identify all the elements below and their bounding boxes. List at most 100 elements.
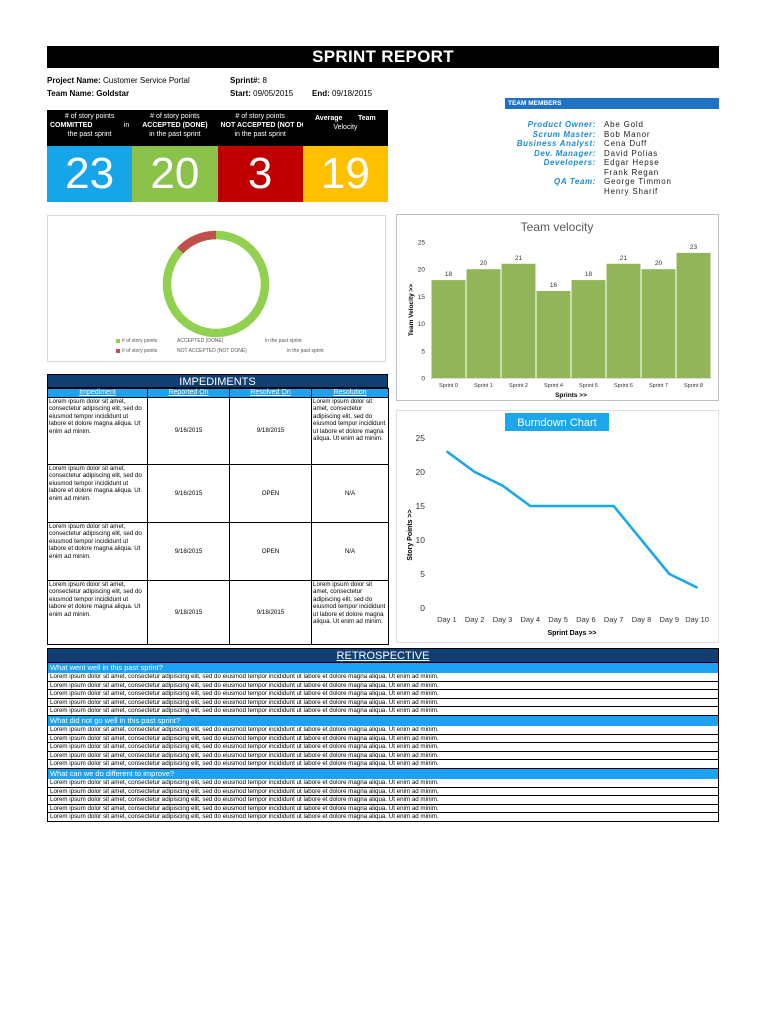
stat-caption: Average Team Velocity <box>302 110 388 146</box>
velocity-x-tick: Sprint 7 <box>649 383 668 389</box>
impediment-resolved-on: 9/18/2015 <box>229 580 312 645</box>
team-member-role <box>440 187 604 197</box>
team-member-role <box>440 168 604 178</box>
stat-caption-line: # of story points <box>150 113 200 120</box>
impediment-resolution: N/A <box>311 522 389 581</box>
burndown-point <box>640 539 643 541</box>
impediment-row: Lorem ipsum dolor sit amet, consectetur … <box>47 397 389 465</box>
burndown-x-tick: Day 3 <box>493 615 513 624</box>
burndown-x-tick: Day 2 <box>465 615 485 624</box>
burndown-x-tick: Day 9 <box>660 615 680 624</box>
project-name-value: Customer Service Portal <box>103 76 190 85</box>
burndown-y-tick: 25 <box>416 433 426 443</box>
velocity-bar <box>501 263 536 378</box>
velocity-x-tick: Sprint 0 <box>439 383 458 389</box>
stat-caption-line: the past sprint <box>67 131 112 138</box>
team-member-name: Abe Gold <box>604 120 644 129</box>
stat-value: 20 <box>132 146 218 202</box>
legend-text: # of story points <box>122 348 158 354</box>
sprint-start-value: 09/05/2015 <box>253 89 294 98</box>
team-member-row: Dev. Manager: David Polias <box>440 149 720 159</box>
burndown-x-tick: Day 4 <box>521 615 541 624</box>
team-member-name: George Timmon <box>604 177 672 186</box>
burndown-title-box <box>505 413 609 431</box>
velocity-data-label: 18 <box>585 271 593 278</box>
team-member-name: Frank Regan <box>604 167 660 177</box>
velocity-y-tick: 0 <box>421 376 425 383</box>
team-members-header: TEAM MEMBERS <box>505 98 719 109</box>
team-member-role: Product Owner: <box>527 120 596 129</box>
burndown-x-tick: Day 10 <box>685 615 709 624</box>
sprint-end: End: 09/18/2015 <box>312 89 372 98</box>
stat-caption-bold: COMMITTED in <box>50 121 129 130</box>
impediments-table: Impediment Reported On Resolved On Resoluti… <box>47 388 389 645</box>
velocity-y-tick: 25 <box>418 240 426 247</box>
impediments-column-header: Impediment <box>47 388 148 398</box>
retrospective-answer-line: Lorem ipsum dolor sit amet, consectetur … <box>47 698 719 708</box>
legend-text: # of story points <box>122 338 158 344</box>
impediments-column-header: Resolved On <box>229 388 312 398</box>
burndown-chart: Burndown Chart 0 5 10 15 20 25 Day 1 Day 2 Day 3 D… <box>407 413 709 637</box>
retrospective-answer-line: Lorem ipsum dolor sit amet, consectetur … <box>47 813 719 822</box>
team-member-row: Product Owner: Abe Gold <box>440 120 720 130</box>
retrospective-question: What can we do different to improve? <box>47 768 719 779</box>
story-points-donut-panel: # of story points ACCEPTED (DONE) in the p… <box>47 215 386 362</box>
stat-caption-bold: Average Team <box>306 114 385 123</box>
retrospective-answer-line: Lorem ipsum dolor sit amet, consectetur … <box>47 751 719 761</box>
sprint-number-label: Sprint#: <box>230 76 261 85</box>
team-members-list: Product Owner: Abe Gold Scrum Master: Bob M… <box>440 120 720 196</box>
team-member-name: Cena Duff <box>604 139 648 148</box>
velocity-bar <box>676 252 711 378</box>
team-member-role: QA Team: <box>554 177 596 186</box>
burndown-x-label: Sprint Days >> <box>547 630 596 637</box>
impediment-resolved-on: OPEN <box>229 522 312 581</box>
retrospective-answer-line: Lorem ipsum dolor sit amet, consectetur … <box>47 743 719 752</box>
velocity-x-label: Sprints >> <box>555 392 587 399</box>
legend-text: in the past sprint <box>265 338 302 344</box>
impediment-resolution: Lorem ipsum dolor sit amet, consectetur … <box>311 397 389 465</box>
team-member-name: Edgar Hepse <box>604 158 660 167</box>
donut-not-accepted-slice <box>177 230 217 254</box>
impediment-reported-on: 9/18/2015 <box>147 580 230 645</box>
velocity-data-label: 20 <box>655 260 663 267</box>
burndown-x-tick: Day 8 <box>632 615 652 624</box>
team-member-name: Bob Manor <box>604 129 651 139</box>
stat-caption-keyword: COMMITTED <box>50 122 93 129</box>
burndown-point <box>529 505 532 507</box>
team-member-row: Scrum Master: Bob Manor <box>440 130 720 140</box>
stat-value: 3 <box>217 146 303 202</box>
burndown-panel: Burndown Chart 0 5 10 15 20 25 Day 1 Day 2 Day 3 D… <box>396 410 719 643</box>
impediment-reported-on: 9/16/2015 <box>147 464 230 523</box>
impediment-row: Lorem ipsum dolor sit amet, consectetur … <box>47 464 389 523</box>
velocity-y-tick: 10 <box>418 321 426 328</box>
impediment-resolution: Lorem ipsum dolor sit amet, consectetur … <box>311 580 389 645</box>
sprint-start: Start: 09/05/2015 <box>230 89 293 98</box>
burndown-point <box>446 450 448 453</box>
stat-value: 19 <box>302 146 388 202</box>
burndown-point <box>557 505 559 507</box>
burndown-x-tick: Day 1 <box>437 615 457 624</box>
velocity-data-label: 20 <box>480 260 488 267</box>
story-points-donut <box>162 230 270 338</box>
legend-dot <box>116 348 120 353</box>
team-member-row: QA Team: George Timmon <box>440 177 720 187</box>
team-member-row: Frank Regan <box>440 168 720 178</box>
velocity-bar <box>606 263 641 378</box>
burndown-point <box>501 484 504 487</box>
retrospective-answer-line: Lorem ipsum dolor sit amet, consectetur … <box>47 707 719 716</box>
burndown-line <box>446 450 698 589</box>
retrospective-question: What did not go well in this past sprint… <box>47 715 719 726</box>
velocity-x-tick: Sprint 2 <box>509 383 528 389</box>
impediment-description: Lorem ipsum dolor sit amet, consectetur … <box>47 522 148 581</box>
stat-caption: # of story points NOT ACCEPTED (NOT DONE)… <box>217 110 319 146</box>
velocity-x-tick: Sprint 5 <box>579 383 598 389</box>
impediments-section: IMPEDIMENTS Impediment Reported On Resolve… <box>47 374 389 645</box>
retrospective-answer-line: Lorem ipsum dolor sit amet, consectetur … <box>47 787 719 797</box>
impediment-row: Lorem ipsum dolor sit amet, consectetur … <box>47 580 389 645</box>
legend-text: NOT ACCEPTED (NOT DONE) <box>177 348 247 354</box>
sprint-number-value: 8 <box>262 76 267 85</box>
burndown-y-tick: 15 <box>416 501 426 511</box>
burndown-y-tick: 5 <box>420 569 425 579</box>
burndown-point <box>612 505 615 507</box>
team-velocity-panel: Team velocity 0 5 10 15 20 25 18 Sprint 0 20 Sprin… <box>396 214 719 401</box>
